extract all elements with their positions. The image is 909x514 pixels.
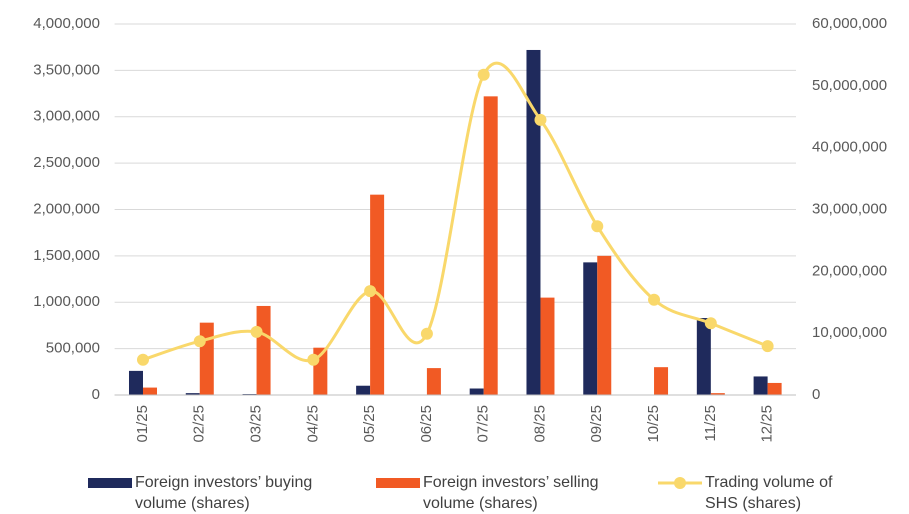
line-marker	[136, 353, 149, 366]
bar	[710, 393, 725, 395]
y-tick-label: 500,000	[46, 340, 100, 357]
legend-label: Foreign investors’ buying volume (shares…	[135, 474, 313, 512]
line-marker	[364, 285, 377, 298]
y2-tick-label: 30,000,000	[812, 200, 887, 217]
y-tick-label: 1,000,000	[33, 293, 100, 310]
y-tick-label: 2,000,000	[33, 200, 100, 217]
x-tick-label: 04/25	[304, 405, 321, 443]
bar	[483, 96, 498, 395]
bar	[526, 49, 541, 395]
x-tick-label: 08/25	[531, 405, 548, 443]
bar	[753, 376, 768, 395]
line-marker	[591, 220, 604, 233]
x-tick-label: 11/25	[702, 405, 719, 441]
y2-tick-label: 50,000,000	[812, 77, 887, 94]
x-tick-label: 05/25	[361, 405, 378, 443]
bar	[128, 370, 143, 395]
line-marker	[648, 293, 661, 306]
x-tick-label: 10/25	[645, 405, 662, 443]
y2-tick-label: 0	[812, 386, 820, 403]
legend-label: Foreign investors’ selling volume (share…	[423, 474, 599, 512]
line	[142, 61, 769, 363]
x-tick-label: 03/25	[248, 405, 265, 443]
bar	[696, 318, 711, 395]
line-marker	[477, 68, 490, 81]
y2-tick-label: 20,000,000	[812, 262, 887, 279]
bar	[469, 388, 484, 395]
y2-tick-label: 60,000,000	[812, 15, 887, 32]
line-marker	[250, 325, 263, 338]
x-tick-label: 07/25	[475, 405, 492, 443]
bar	[654, 367, 669, 395]
y2-tick-label: 40,000,000	[812, 139, 887, 156]
bar	[540, 297, 555, 395]
bar	[199, 322, 214, 395]
x-tick-label: 06/25	[418, 405, 435, 443]
bar	[426, 368, 441, 395]
x-tick-label: 09/25	[588, 405, 605, 443]
legend-swatch	[674, 477, 686, 489]
bar	[356, 385, 371, 395]
y-tick-label: 3,500,000	[33, 61, 100, 78]
x-tick-label: 12/25	[759, 405, 776, 443]
line-marker	[704, 317, 717, 330]
legend-swatch	[376, 478, 420, 488]
bar	[256, 305, 271, 395]
bar	[185, 393, 200, 395]
line-marker	[420, 327, 433, 340]
bar	[767, 382, 782, 395]
y2-tick-label: 10,000,000	[812, 324, 887, 341]
legend-label: Trading volume of SHS (shares)	[705, 474, 833, 512]
line-marker	[193, 335, 206, 348]
y-tick-label: 0	[92, 386, 100, 403]
legend-swatch	[88, 478, 132, 488]
y-tick-label: 2,500,000	[33, 154, 100, 171]
x-tick-label: 02/25	[191, 405, 208, 443]
line-marker	[534, 113, 547, 126]
line-marker	[307, 353, 320, 366]
line-marker	[761, 340, 774, 353]
x-tick-label: 01/25	[134, 405, 151, 443]
y-tick-label: 4,000,000	[33, 15, 100, 32]
y-tick-label: 1,500,000	[33, 247, 100, 264]
bar	[583, 262, 598, 395]
bar	[142, 387, 157, 395]
bar	[597, 255, 612, 395]
y-tick-label: 3,000,000	[33, 108, 100, 125]
